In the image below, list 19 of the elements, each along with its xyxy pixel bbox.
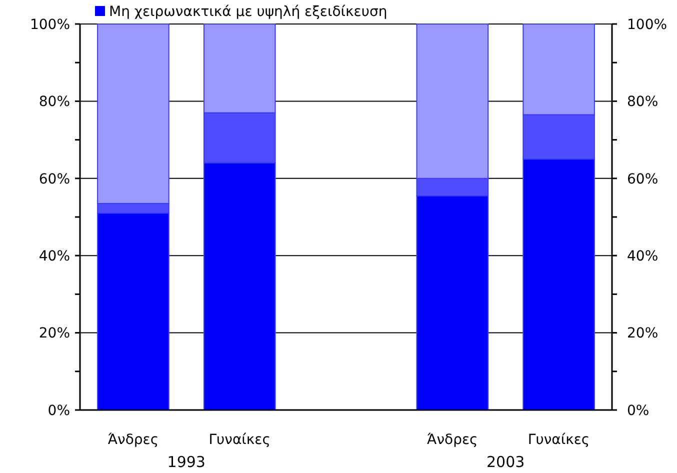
text: 2003 [486, 453, 525, 471]
y-tick-label: 80% [38, 94, 70, 110]
x-tick-label: Γυναίκες [208, 432, 270, 448]
y-tick-label: 40% [38, 248, 70, 264]
legend-label: Μη χειρωνακτικά με υψηλή εξειδίκευση [109, 4, 388, 20]
x-tick-label: Γυναίκες [528, 432, 590, 448]
x-tick-label: Άνδρες [427, 432, 478, 448]
text: 1993 [167, 453, 206, 471]
y-tick-label: 60% [38, 171, 70, 188]
y2-tick-label: 100% [627, 16, 668, 33]
y2-tick-label: 20% [627, 326, 658, 342]
y2-tick-label: 0% [627, 402, 650, 419]
y2-tick-label: 40% [627, 248, 658, 264]
y2-tick-label: 80% [627, 94, 658, 110]
x-tick-label: Άνδρες [108, 432, 159, 448]
y-tick-label: 100% [30, 16, 70, 33]
y2-tick-label: 60% [627, 171, 658, 188]
y-tick-label: 20% [38, 326, 70, 342]
y-tick-label: 0% [48, 402, 70, 419]
